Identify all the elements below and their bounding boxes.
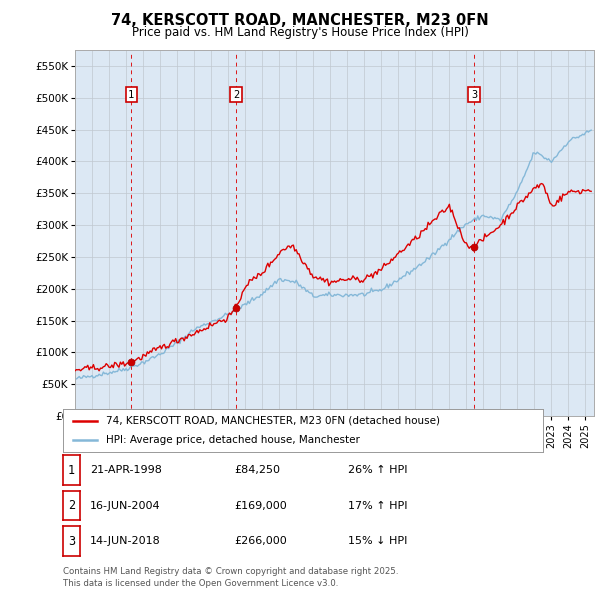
Text: 2: 2 (233, 90, 239, 100)
Text: £169,000: £169,000 (234, 501, 287, 510)
Text: 74, KERSCOTT ROAD, MANCHESTER, M23 0FN (detached house): 74, KERSCOTT ROAD, MANCHESTER, M23 0FN (… (106, 416, 440, 426)
Text: £84,250: £84,250 (234, 466, 280, 475)
Text: Contains HM Land Registry data © Crown copyright and database right 2025.
This d: Contains HM Land Registry data © Crown c… (63, 568, 398, 588)
Text: 17% ↑ HPI: 17% ↑ HPI (348, 501, 407, 510)
Text: HPI: Average price, detached house, Manchester: HPI: Average price, detached house, Manc… (106, 435, 360, 445)
Text: £266,000: £266,000 (234, 536, 287, 546)
Text: 15% ↓ HPI: 15% ↓ HPI (348, 536, 407, 546)
Text: 16-JUN-2004: 16-JUN-2004 (90, 501, 161, 510)
Text: Price paid vs. HM Land Registry's House Price Index (HPI): Price paid vs. HM Land Registry's House … (131, 26, 469, 39)
Text: 3: 3 (471, 90, 478, 100)
Text: 1: 1 (128, 90, 134, 100)
Text: 2: 2 (68, 499, 75, 512)
Text: 14-JUN-2018: 14-JUN-2018 (90, 536, 161, 546)
Text: 3: 3 (68, 535, 75, 548)
Text: 1: 1 (68, 464, 75, 477)
Text: 26% ↑ HPI: 26% ↑ HPI (348, 466, 407, 475)
Text: 21-APR-1998: 21-APR-1998 (90, 466, 162, 475)
Text: 74, KERSCOTT ROAD, MANCHESTER, M23 0FN: 74, KERSCOTT ROAD, MANCHESTER, M23 0FN (111, 13, 489, 28)
